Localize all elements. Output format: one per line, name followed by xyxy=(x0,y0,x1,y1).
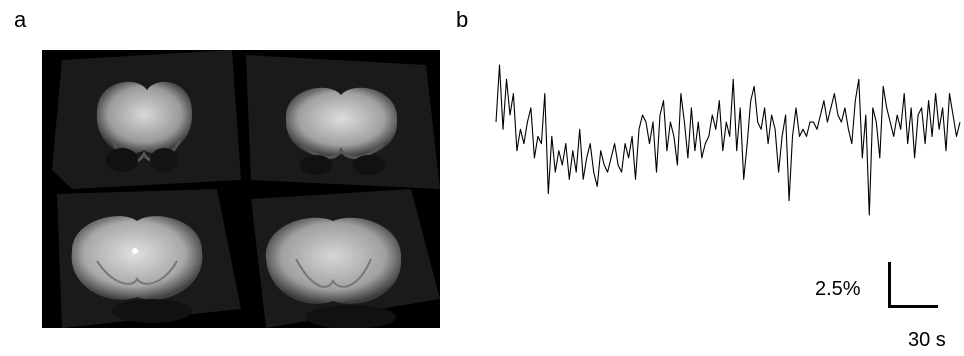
panel-label-b: b xyxy=(456,7,469,32)
scale-bar-time xyxy=(888,305,938,308)
scale-amplitude-label: 2.5% xyxy=(815,278,861,300)
brain-slice-top-right xyxy=(241,50,440,189)
brain-slice-top-left xyxy=(42,50,241,189)
panel-label-a: a xyxy=(14,7,27,32)
scale-bar-amplitude xyxy=(888,262,891,308)
mri-image-mosaic xyxy=(42,50,440,328)
brain-slice-bottom-left xyxy=(42,189,241,328)
brain-slice-bottom-right xyxy=(241,189,440,328)
scale-time-label: 30 s xyxy=(908,329,946,351)
scale-bar xyxy=(880,262,940,312)
bold-time-course-plot xyxy=(495,64,961,216)
time-course-series-line xyxy=(495,64,961,216)
